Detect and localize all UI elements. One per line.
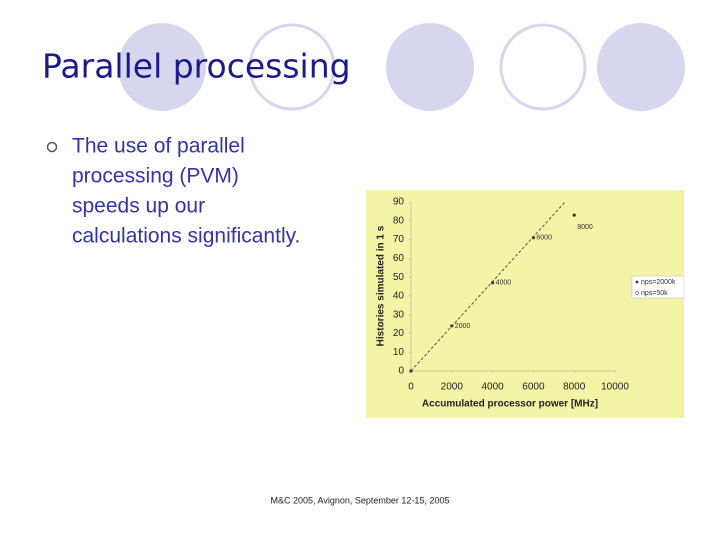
deco-circle [118,23,206,111]
x-axis-title: Accumulated processor power [MHz] [422,399,598,410]
chart: Accumulated processor power [MHz] Histor… [366,190,685,418]
trend-line [410,201,566,372]
x-tick-label: 0 [408,382,414,393]
point-label: 4000 [496,280,512,287]
deco-circle [597,23,685,111]
legend-box [631,275,685,299]
deco-circle [499,23,587,111]
bullet-marker [46,141,58,153]
x-tick-label: 10000 [601,382,629,393]
legend-marker [635,280,639,284]
slide-title: Parallel processing [42,47,351,86]
y-tick-label: 0 [398,366,404,377]
y-tick-label: 40 [393,291,405,302]
x-tick-label: 6000 [522,382,545,393]
legend-label: nps=50k [641,290,668,297]
point-label: 6000 [536,235,552,242]
y-tick-label: 80 [393,215,405,226]
footer: M&C 2005, Avignon, September 12-15, 2005 [271,495,450,505]
bullet-line: speeds up our [72,195,205,218]
x-tick-label: 2000 [441,382,464,393]
bullet-line: calculations significantly. [72,225,300,248]
point-label: 8000 [577,224,593,231]
legend-marker [635,291,639,295]
decoration [118,23,685,111]
bullet-line: The use of parallel [72,135,245,158]
deco-circle [248,23,336,111]
x-tick-label: 4000 [481,382,504,393]
legend-label: nps=2000k [641,279,676,286]
y-tick-label: 20 [393,328,405,339]
x-tick-label: 8000 [563,382,586,393]
data-point [572,213,576,217]
y-tick-label: 50 [393,272,405,283]
y-tick-label: 60 [393,253,405,264]
y-tick-label: 10 [393,347,405,358]
bullet-line: processing (PVM) [72,165,239,188]
y-axis-title: Histories simulated in 1 s [376,225,387,346]
point-label: 2000 [455,323,471,330]
deco-circle [386,23,474,111]
y-tick-label: 30 [393,309,405,320]
y-tick-label: 70 [393,234,405,245]
y-tick-label: 90 [393,197,405,208]
chart-background [366,190,684,418]
